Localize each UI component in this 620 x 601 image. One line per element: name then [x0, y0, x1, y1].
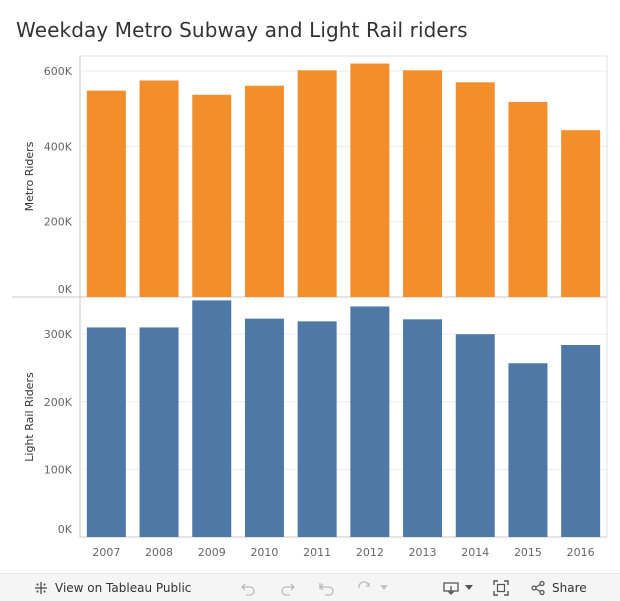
chart-svg: 0K 200K 400K 600K Metro Riders 0K 100K 200K 300K… — [12, 55, 608, 559]
y-tick-label: 0K — [58, 523, 73, 536]
bar[interactable] — [139, 80, 179, 297]
bar[interactable] — [297, 70, 337, 297]
bar[interactable] — [455, 334, 495, 537]
share-icon — [530, 580, 546, 596]
bar[interactable] — [561, 345, 601, 537]
bar[interactable] — [86, 90, 126, 297]
tableau-logo-icon — [33, 580, 49, 596]
y-axis-title: Metro Riders — [23, 141, 36, 211]
bar[interactable] — [350, 306, 390, 537]
redo-icon — [280, 580, 296, 596]
y-axis-title: Light Rail Riders — [23, 372, 36, 462]
x-tick-label: 2009 — [198, 546, 226, 559]
bar[interactable] — [508, 101, 548, 297]
bar[interactable] — [297, 321, 337, 537]
bar[interactable] — [561, 130, 601, 297]
share-button[interactable]: Share — [530, 574, 587, 601]
bar[interactable] — [403, 70, 443, 297]
x-tick-label: 2010 — [250, 546, 278, 559]
refresh-icon — [356, 580, 374, 596]
tableau-toolbar: View on Tableau Public — [0, 573, 620, 601]
bar[interactable] — [350, 63, 390, 297]
y-tick-label: 400K — [44, 140, 73, 153]
y-tick-label: 300K — [44, 328, 73, 341]
view-on-tableau-public-label: View on Tableau Public — [55, 580, 192, 595]
share-label: Share — [552, 580, 587, 595]
refresh-button[interactable] — [356, 574, 388, 601]
x-tick-label: 2014 — [461, 546, 489, 559]
x-tick-label: 2008 — [145, 546, 173, 559]
redo-button[interactable] — [280, 574, 296, 601]
bar[interactable] — [192, 300, 232, 537]
fullscreen-icon — [493, 579, 509, 596]
y-tick-label: 100K — [44, 463, 73, 476]
bar[interactable] — [192, 94, 232, 297]
x-tick-label: 2013 — [409, 546, 437, 559]
bar[interactable] — [508, 363, 548, 537]
x-tick-label: 2015 — [514, 546, 542, 559]
fullscreen-button[interactable] — [493, 574, 509, 601]
y-tick-label: 200K — [44, 216, 73, 229]
undo-icon — [240, 580, 256, 596]
bar[interactable] — [244, 85, 284, 297]
bar[interactable] — [86, 327, 126, 537]
x-tick-label: 2007 — [92, 546, 120, 559]
revert-button[interactable] — [318, 574, 336, 601]
bar[interactable] — [403, 319, 443, 537]
y-tick-label: 200K — [44, 396, 73, 409]
x-tick-label: 2012 — [356, 546, 384, 559]
bar[interactable] — [455, 82, 495, 297]
view-on-tableau-public-button[interactable]: View on Tableau Public — [33, 574, 191, 601]
bar[interactable] — [139, 327, 179, 537]
chart-title: Weekday Metro Subway and Light Rail ride… — [16, 18, 468, 42]
x-tick-label: 2016 — [567, 546, 595, 559]
chevron-down-icon — [380, 584, 388, 591]
y-tick-label: 600K — [44, 65, 73, 78]
x-tick-label: 2011 — [303, 546, 331, 559]
revert-icon — [318, 580, 336, 596]
undo-button[interactable] — [240, 574, 256, 601]
y-tick-label: 0K — [58, 283, 73, 296]
download-icon — [443, 580, 459, 596]
bar[interactable] — [244, 318, 284, 537]
chevron-down-icon — [465, 584, 473, 591]
download-button[interactable] — [443, 574, 473, 601]
